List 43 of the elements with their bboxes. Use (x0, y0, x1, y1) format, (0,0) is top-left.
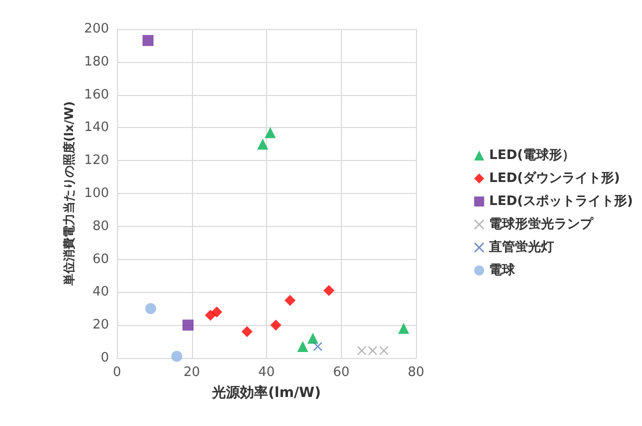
y-tick-label: 180 (84, 54, 109, 70)
y-tick-label: 60 (92, 252, 109, 267)
y-tick-label: 160 (84, 87, 109, 102)
point (323, 285, 334, 296)
point (142, 35, 154, 46)
point (368, 346, 378, 356)
point (257, 138, 268, 150)
legend-label: LED(ダウンライト形) (489, 171, 620, 186)
y-tick-label: 40 (92, 284, 109, 300)
legend-label: 直管蛍光灯 (488, 240, 554, 255)
point (211, 306, 222, 318)
y-tick-label: 200 (84, 22, 109, 36)
y-axis-title: 単位消費電力当たりの照度(lx/W) (62, 101, 76, 287)
point (204, 310, 216, 321)
point (242, 326, 253, 338)
point (284, 294, 296, 306)
point (264, 127, 276, 138)
point (297, 340, 308, 352)
x-tick-label: 40 (258, 365, 275, 380)
legend-label: LED(スポットライト形) (489, 194, 634, 209)
x-tick-label: 0 (112, 365, 122, 380)
x-tick-label: 80 (408, 365, 424, 380)
y-tick-label: 140 (84, 120, 109, 136)
y-tick-label: 100 (84, 186, 109, 201)
y-tick-label: 20 (92, 318, 109, 333)
point (270, 320, 282, 331)
x-axis-title: 光源効率(lm/W) (211, 384, 321, 401)
y-tick-label: 80 (92, 218, 109, 234)
point (145, 303, 156, 314)
point (379, 346, 388, 356)
point (313, 342, 322, 351)
point (307, 332, 318, 344)
point (357, 346, 366, 356)
legend-label: 電球 (489, 262, 516, 278)
point (182, 320, 194, 331)
x-tick-label: 20 (183, 365, 200, 380)
legend-label: LED(電球形） (489, 147, 576, 163)
y-tick-label: 0 (100, 350, 109, 366)
legend-label: 電球形蛍光ランプ (489, 216, 594, 232)
point (398, 322, 410, 334)
x-tick-label: 60 (332, 365, 350, 380)
y-tick-label: 120 (84, 153, 109, 168)
point (171, 350, 182, 362)
